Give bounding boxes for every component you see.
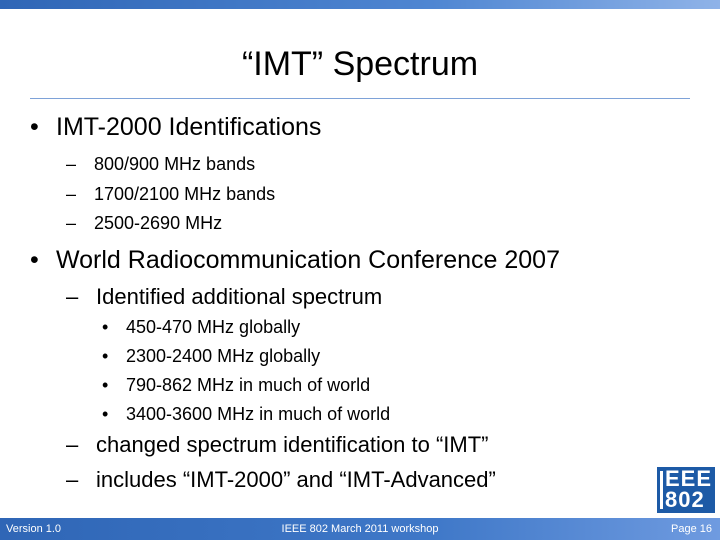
footer-bar: Version 1.0 IEEE 802 March 2011 workshop… [0,518,720,540]
logo-line-1: EEE [665,466,713,491]
sub-bullet-1700-2100: –1700/2100 MHz bands [66,183,275,205]
sub-sub-bullet-text: 3400-3600 MHz in much of world [126,404,391,424]
bullet-text: IMT-2000 Identifications [56,113,322,141]
dot-marker: • [102,317,109,337]
dash-marker: – [66,184,77,204]
footer-page-number: Page 16 [671,523,712,535]
dash-marker: – [66,284,79,309]
sub-bullet-text: 2500-2690 MHz [94,213,223,233]
dot-marker: • [102,346,109,366]
top-accent-bar [0,0,720,9]
dot-marker: • [102,404,109,424]
sub-bullet-text: Identified additional spectrum [96,284,383,309]
sub-bullet-identified: – Identified additional spectrum [66,284,382,310]
sub-bullet-800-900: –800/900 MHz bands [66,153,255,175]
bullet-marker: • [30,113,39,141]
sub-bullet-changed-identification: – changed spectrum identification to “IMT… [66,432,489,458]
bullet-wrc2007: • World Radiocommunication Conference 200… [30,245,560,275]
footer-event: IEEE 802 March 2011 workshop [281,523,439,535]
sub-bullet-2500-2690: –2500-2690 MHz [66,212,222,234]
sub-sub-bullet-450-470: • 450-470 MHz globally [102,316,300,338]
dash-marker: – [66,154,77,174]
sub-sub-bullet-3400-3600: • 3400-3600 MHz in much of world [102,403,390,425]
sub-sub-bullet-text: 790-862 MHz in much of world [126,375,371,395]
sub-bullet-text: changed spectrum identification to “IMT” [96,432,489,457]
dot-marker: • [102,375,109,395]
dash-marker: – [66,213,77,233]
sub-sub-bullet-text: 450-470 MHz globally [126,317,301,337]
sub-bullet-text: 1700/2100 MHz bands [94,184,276,204]
sub-bullet-includes: – includes “IMT-2000” and “IMT-Advanced” [66,467,496,493]
bullet-text: World Radiocommunication Conference 2007 [56,246,560,274]
dash-marker: – [66,467,79,492]
sub-sub-bullet-2300-2400: • 2300-2400 MHz globally [102,345,320,367]
logo-stripe [660,471,663,509]
bullet-marker: • [30,246,39,274]
ieee-802-logo: EEE 802 [657,467,715,513]
dash-marker: – [66,432,79,457]
footer-version: Version 1.0 [6,523,62,535]
slide-title: “IMT” Spectrum [241,45,479,83]
title-divider [30,98,690,99]
sub-sub-bullet-text: 2300-2400 MHz globally [126,346,321,366]
sub-bullet-text: 800/900 MHz bands [94,154,256,174]
bullet-imt2000: • IMT-2000 Identifications [30,112,321,142]
sub-bullet-text: includes “IMT-2000” and “IMT-Advanced” [96,467,496,492]
logo-line-2: 802 [665,487,705,512]
sub-sub-bullet-790-862: • 790-862 MHz in much of world [102,374,370,396]
